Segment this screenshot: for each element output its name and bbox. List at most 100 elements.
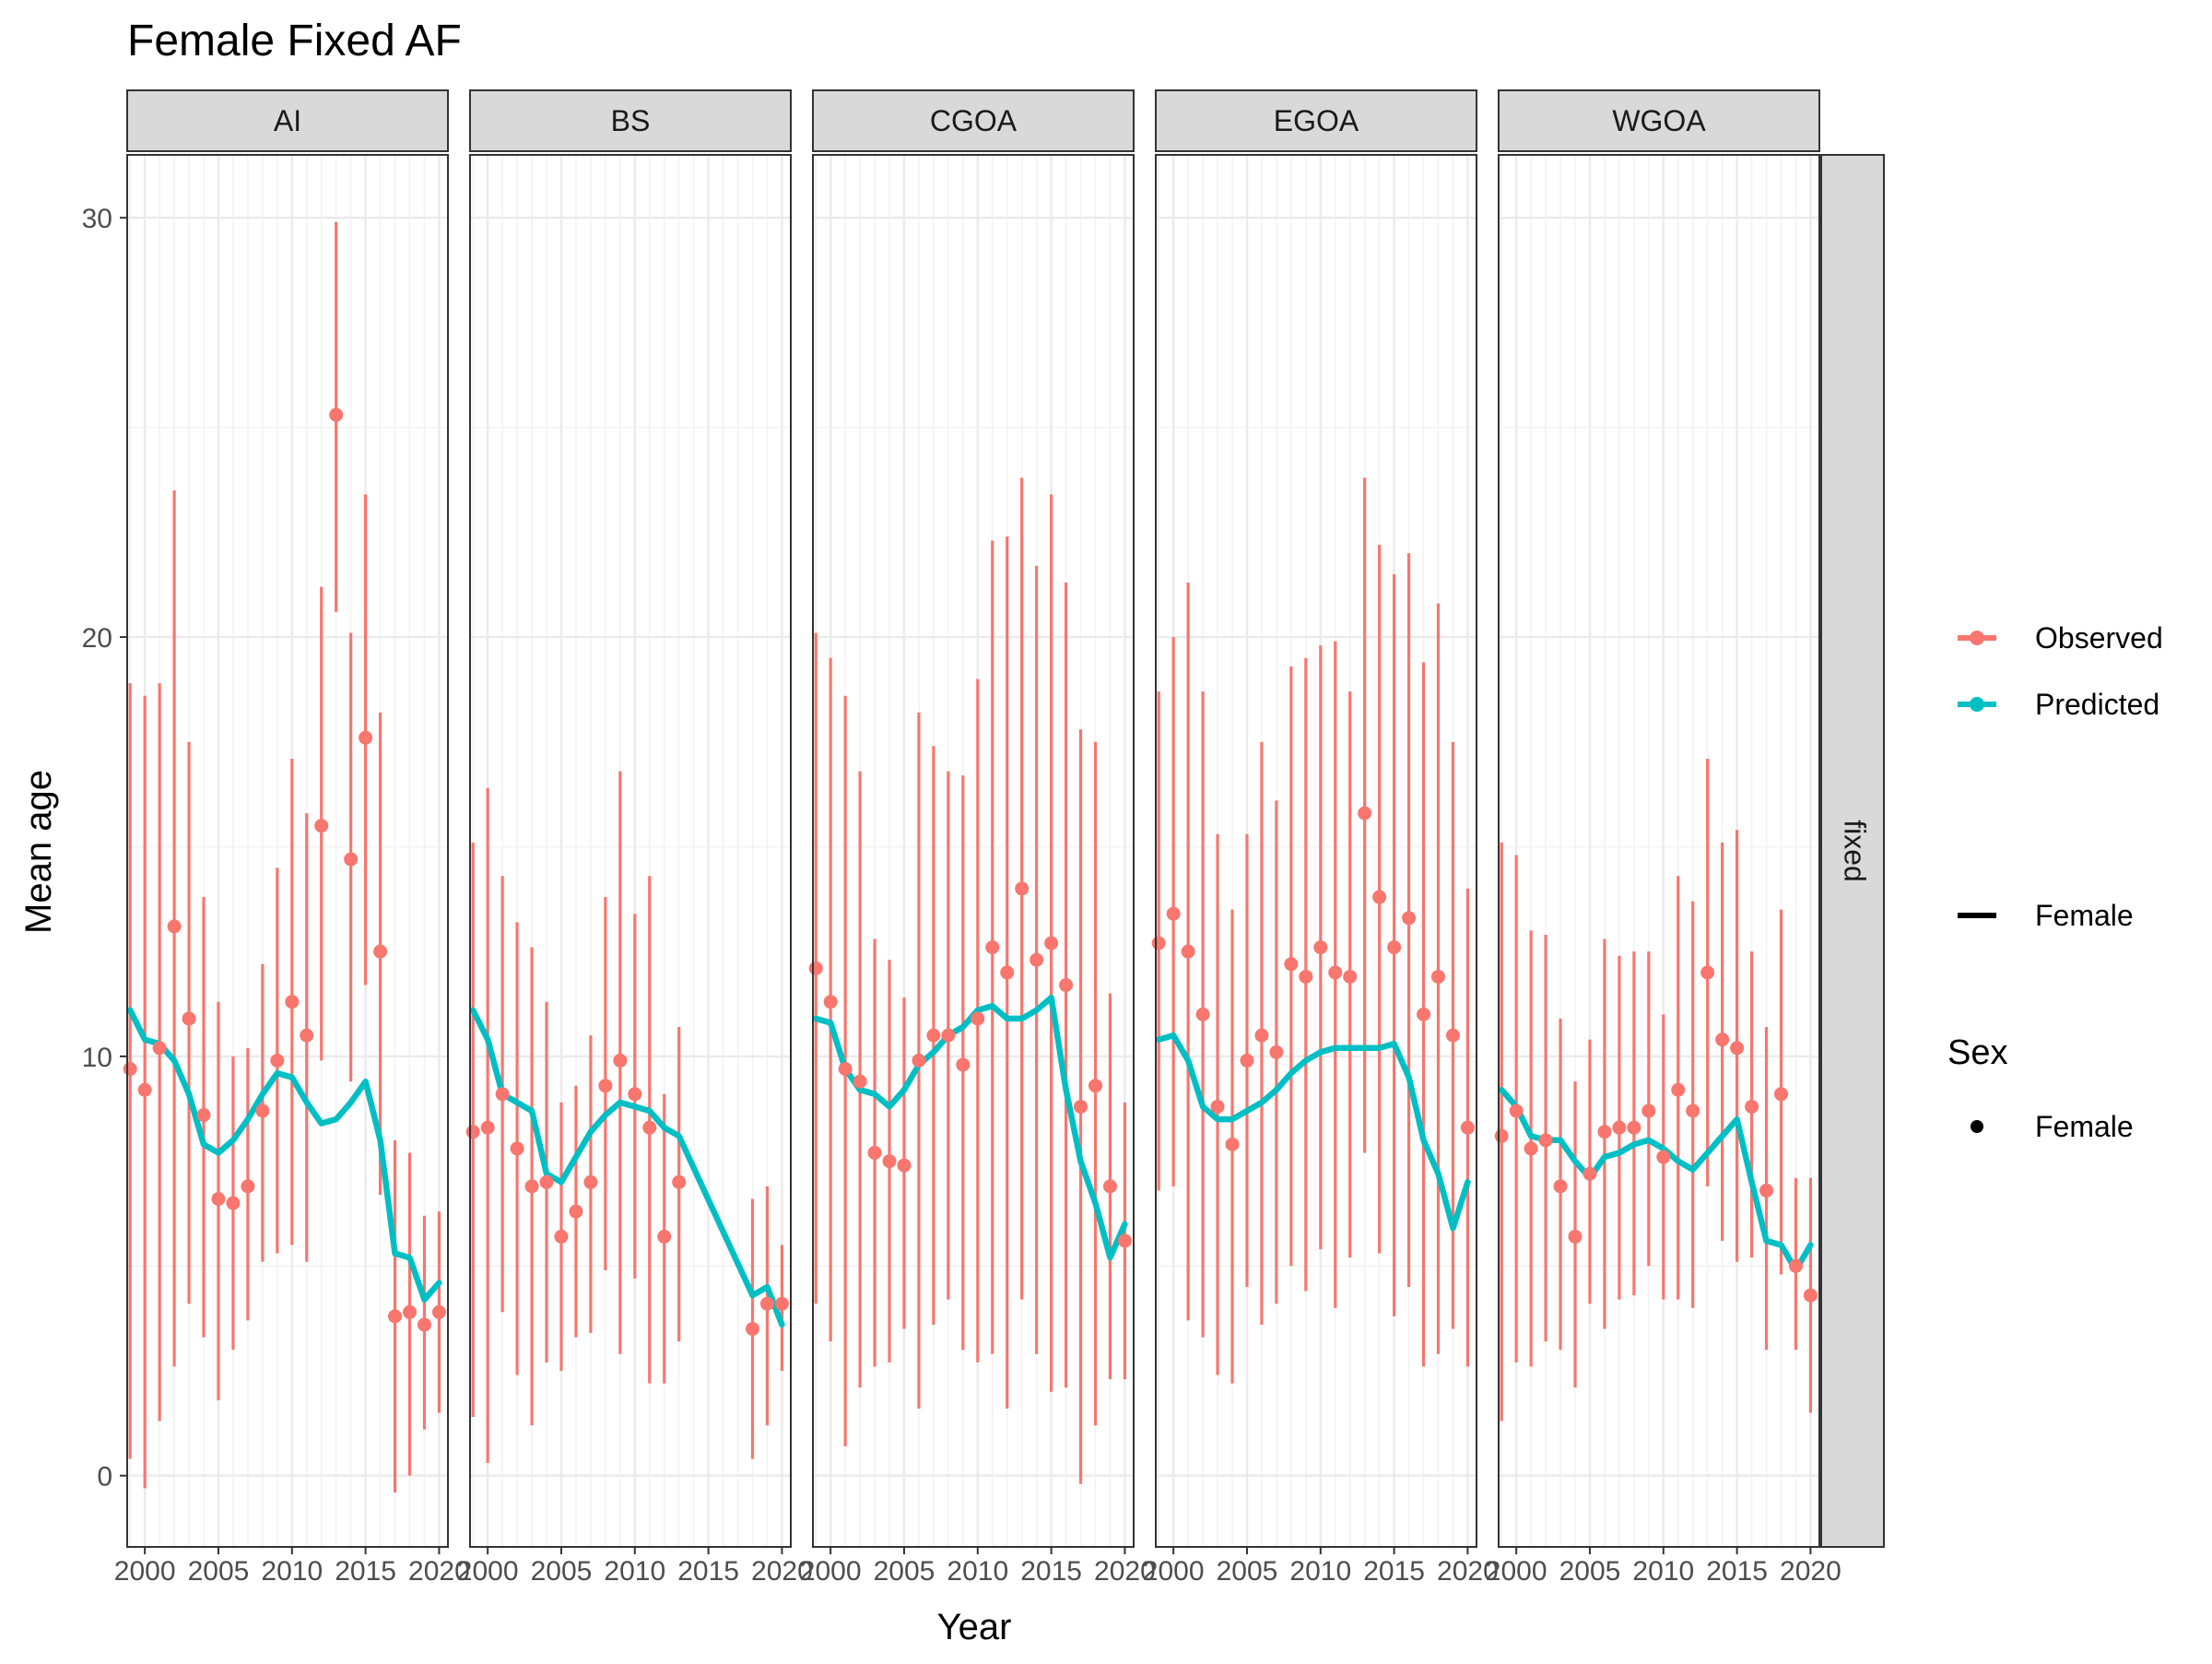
observed-point [1686,1103,1700,1118]
observed-point [569,1204,583,1219]
legend-observed-label: Observed [2035,621,2163,655]
observed-point [137,1082,152,1097]
observed-point [1715,1033,1730,1047]
legend-sex-title: Sex [1947,1033,2007,1072]
observed-point [1225,1137,1240,1151]
x-tick-label: 2000 [800,1556,862,1587]
observed-point [1015,881,1030,896]
panel-strip [1498,89,1820,152]
panel-strip-label: WGOA [1612,104,1706,137]
panel-strip-label: AI [274,104,301,137]
row-strip-label: fixed [1839,820,1872,882]
observed-point [465,1125,480,1139]
observed-point [1088,1079,1102,1093]
observed-point [226,1196,241,1210]
observed-point [1299,969,1313,984]
observed-point [539,1174,554,1189]
observed-point [1102,1179,1117,1194]
legend-sex-label: Female [2035,1110,2134,1143]
observed-point [510,1141,524,1156]
legend-linetype-label: Female [2035,899,2134,932]
observed-point [480,1120,495,1135]
x-tick-label: 2010 [1289,1556,1351,1587]
x-tick-label: 2020 [408,1556,470,1587]
panel-strip-label: BS [611,104,651,137]
observed-point [431,1304,446,1319]
observed-point [912,1053,926,1068]
panel-border [469,154,792,1548]
observed-point [402,1304,417,1319]
observed-point [1430,969,1445,984]
observed-point [1538,1133,1553,1148]
observed-point [759,1296,774,1311]
panel-wgoa: WGOA [1494,89,1820,1548]
observed-point [926,1028,941,1043]
row-strip-box [1820,154,1885,1548]
y-tick-label: 10 [82,1043,112,1073]
x-tick-label: 2005 [531,1556,593,1587]
observed-point [300,1028,314,1043]
observed-point [808,961,823,975]
observed-point [1524,1141,1538,1156]
panel-ai: AI [123,89,449,1548]
x-tick-label: 2015 [1363,1556,1425,1587]
observed-point [941,1028,956,1043]
observed-point [1730,1041,1745,1056]
x-tick-label: 2015 [1020,1556,1082,1587]
observed-point [359,730,373,745]
observed-point [270,1053,285,1068]
y-tick-label: 0 [97,1462,112,1493]
observed-point [1417,1007,1431,1021]
observed-point [1074,1099,1088,1114]
x-tick-label: 2000 [114,1556,176,1587]
observed-point [182,1011,196,1026]
observed-point [1166,906,1181,921]
x-tick-label: 2015 [335,1556,396,1587]
observed-point [1044,936,1059,950]
panels-layer: AI BS CGOA EGOA WGOA [123,89,1820,1548]
observed-point [1745,1099,1759,1114]
x-tick-label: 2000 [457,1556,519,1587]
observed-point [971,1011,985,1026]
observed-point [1641,1103,1656,1118]
observed-point [417,1317,431,1332]
panel-border [812,154,1135,1548]
x-tick-label: 2005 [1559,1556,1621,1587]
observed-point [554,1229,569,1244]
x-tick-label: 2005 [874,1556,935,1587]
panel-cgoa: CGOA [808,89,1135,1548]
observed-point [1460,1120,1475,1135]
x-tick-label: 2020 [1094,1556,1156,1587]
observed-point [823,995,838,1009]
x-tick-label: 2010 [1632,1556,1694,1587]
x-tick-label: 2000 [1143,1556,1205,1587]
predicted-line [1498,1086,1814,1274]
predicted-line [1155,1032,1471,1232]
observed-point [1568,1229,1583,1244]
observed-point [388,1309,403,1324]
y-axis: 0 10 20 30 [82,204,127,1493]
observed-point [1445,1028,1460,1043]
observed-point [1627,1120,1641,1135]
observed-point [1597,1125,1612,1139]
x-axis-title: Year [937,1607,1012,1647]
observed-point [314,819,329,833]
y-tick-label: 20 [82,623,112,654]
x-tick-label: 2015 [677,1556,739,1587]
observed-point [853,1074,867,1089]
observed-point [985,940,1000,955]
observed-point [1700,965,1715,980]
observed-point [1583,1166,1597,1181]
observed-point [1553,1179,1568,1194]
observed-point [1387,940,1402,955]
panel-border [1155,154,1477,1548]
observed-point [672,1174,687,1189]
observed-point [1343,969,1358,984]
observed-point [167,919,182,934]
observed-point [882,1154,897,1169]
observed-point [1773,1087,1788,1102]
panel-border [126,154,449,1548]
observed-point [867,1145,882,1160]
